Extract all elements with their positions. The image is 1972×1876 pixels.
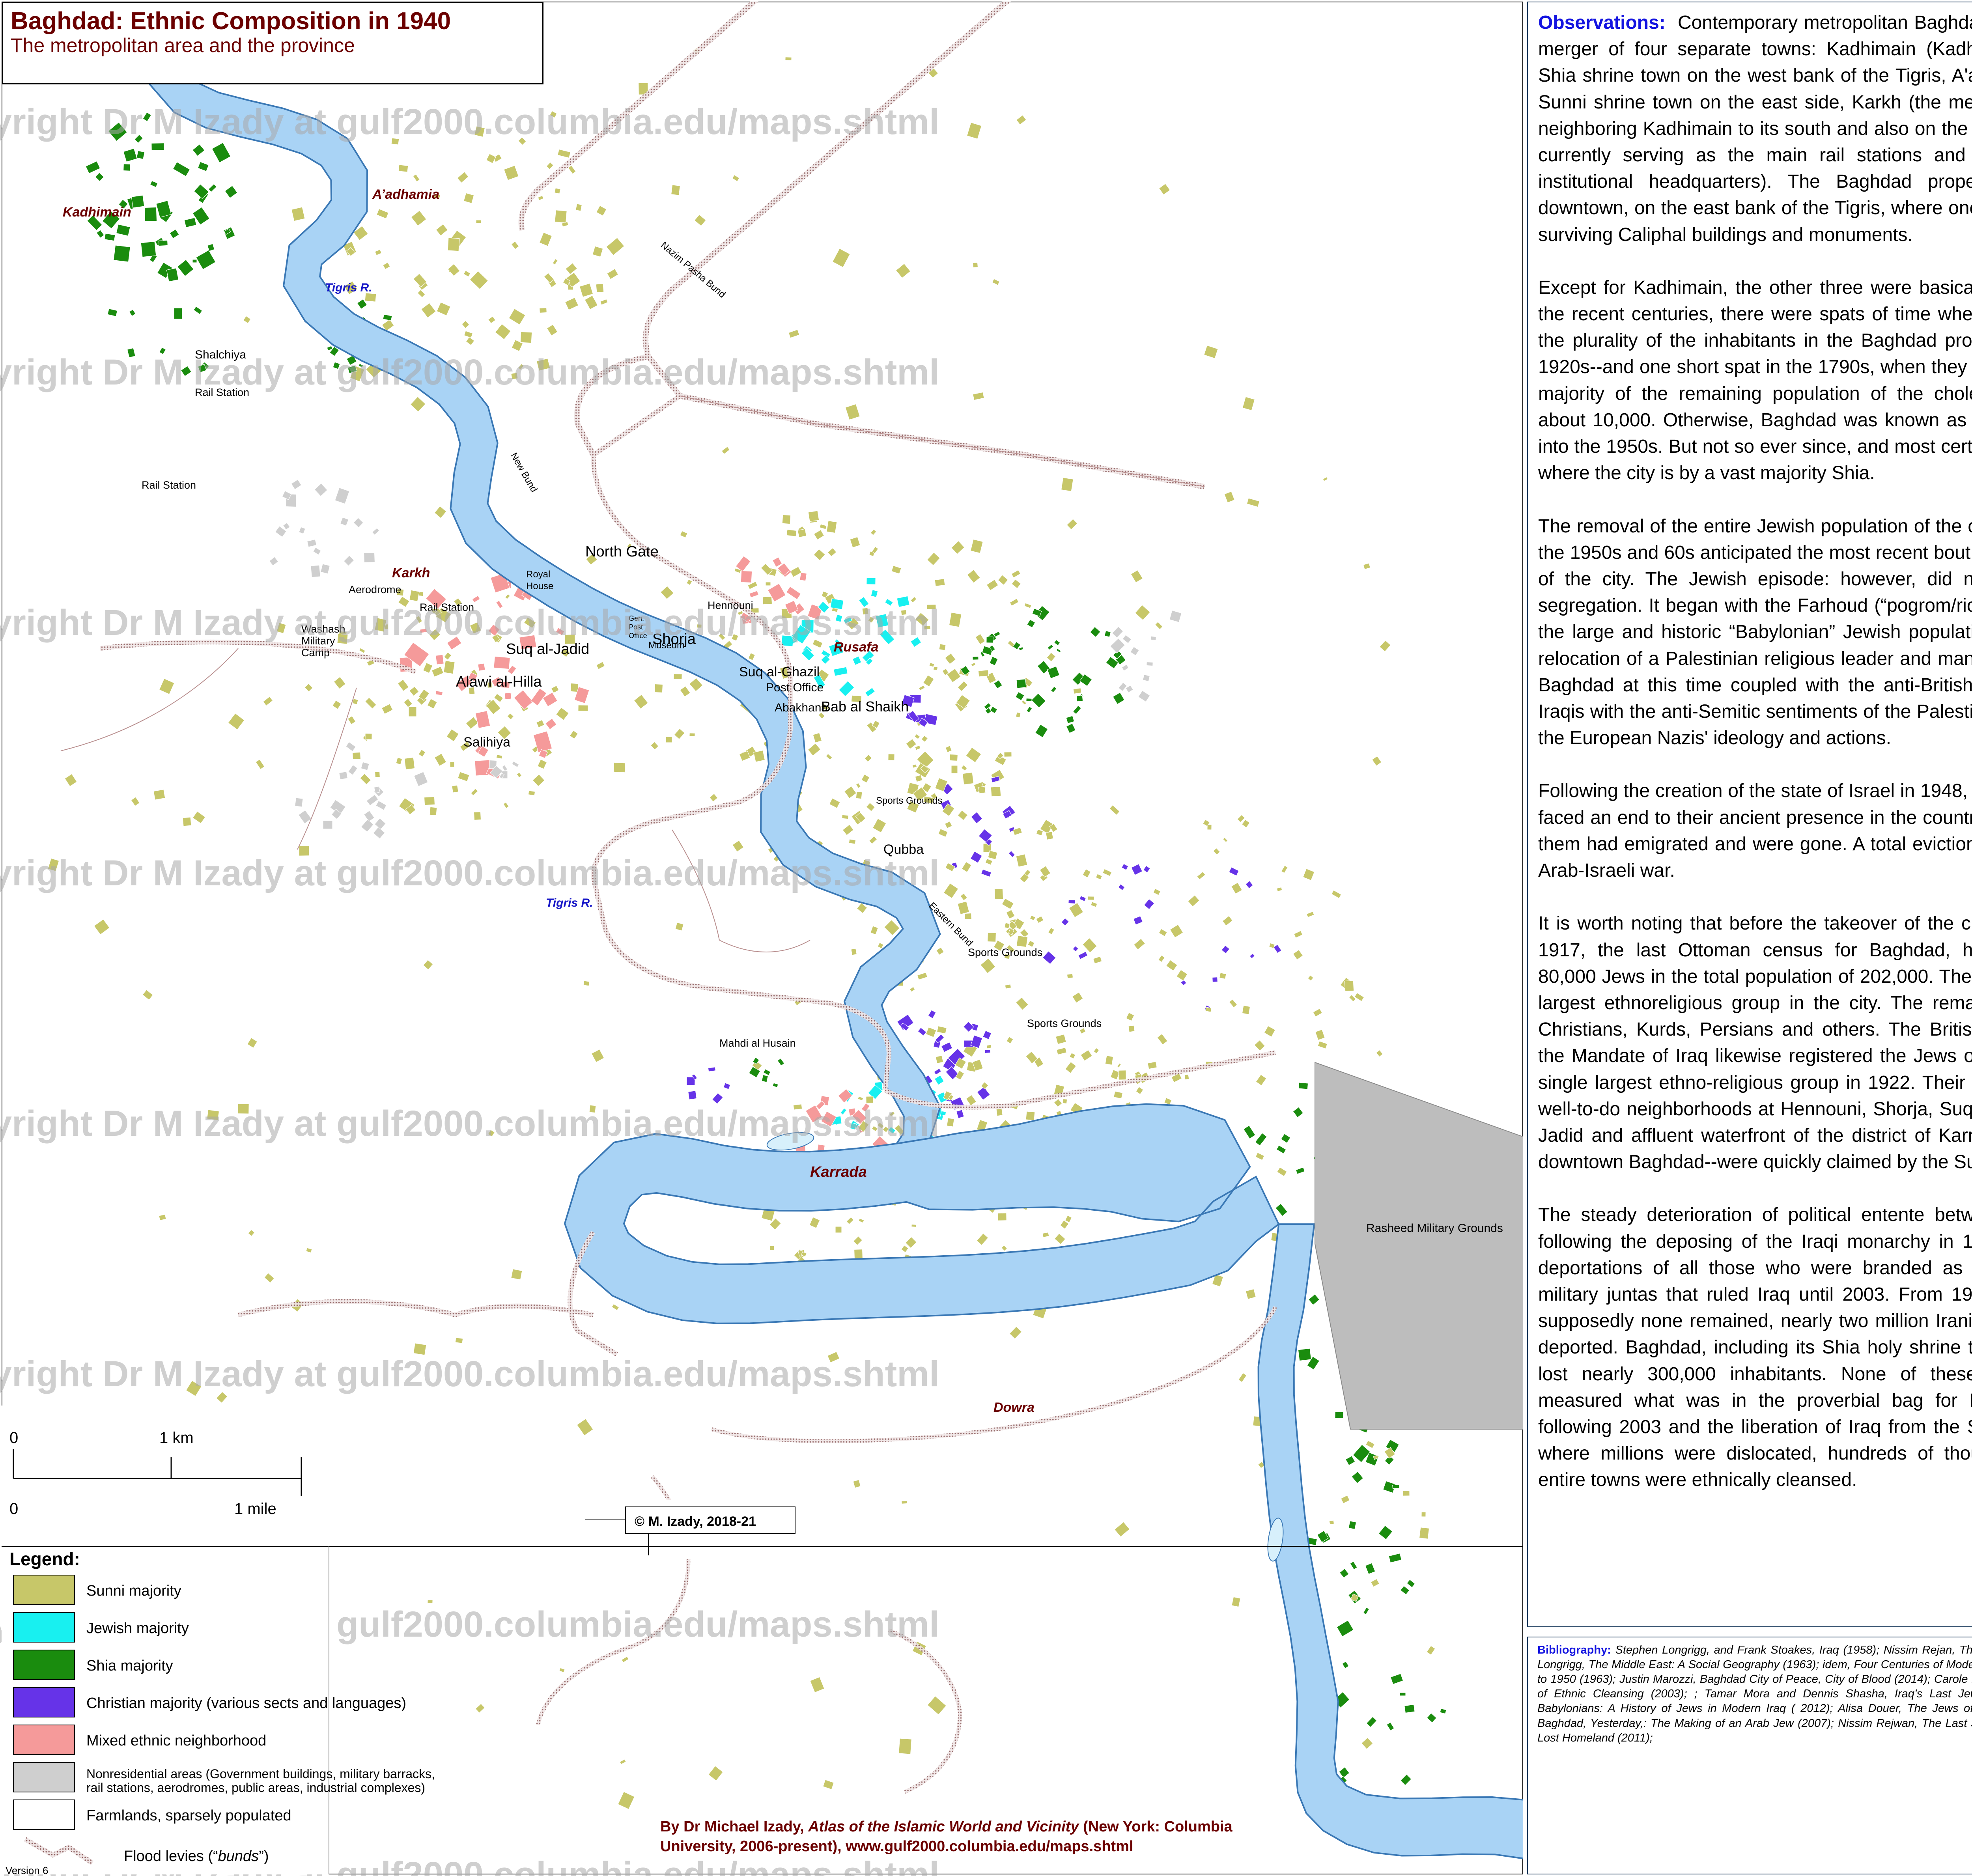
svg-text:Legend:: Legend: [9,1549,80,1569]
svg-text:rail stations, aerodromes, pub: rail stations, aerodromes, public areas,… [86,1781,425,1795]
svg-text:Sunni majority: Sunni majority [86,1583,181,1599]
svg-text:Shia majority: Shia majority [86,1658,173,1674]
svg-text:Jewish majority: Jewish majority [86,1620,189,1637]
svg-text:1 mile: 1 mile [234,1500,276,1518]
svg-text:Christian majority (various se: Christian majority (various sects and la… [86,1695,406,1712]
svg-text:0: 0 [9,1429,18,1447]
svg-text:Farmlands, sparsely populated: Farmlands, sparsely populated [86,1807,291,1824]
svg-text:By Dr Michael Izady, Atlas of: By Dr Michael Izady, Atlas of the Islami… [660,1818,1233,1835]
svg-text:University, 2006-present), www: University, 2006-present), www.gulf2000.… [660,1838,1133,1855]
svg-text:Mixed ethnic neighborhood: Mixed ethnic neighborhood [86,1732,266,1749]
svg-text:Flood levies (“bunds”): Flood levies (“bunds”) [124,1848,269,1865]
svg-text:Version 6: Version 6 [6,1865,48,1874]
svg-text:© M. Izady, 2018-21: © M. Izady, 2018-21 [635,1514,756,1529]
svg-text:Nonresidential areas (Governme: Nonresidential areas (Government buildin… [86,1767,435,1781]
svg-text:1 km: 1 km [159,1429,194,1447]
svg-text:0: 0 [9,1500,18,1518]
